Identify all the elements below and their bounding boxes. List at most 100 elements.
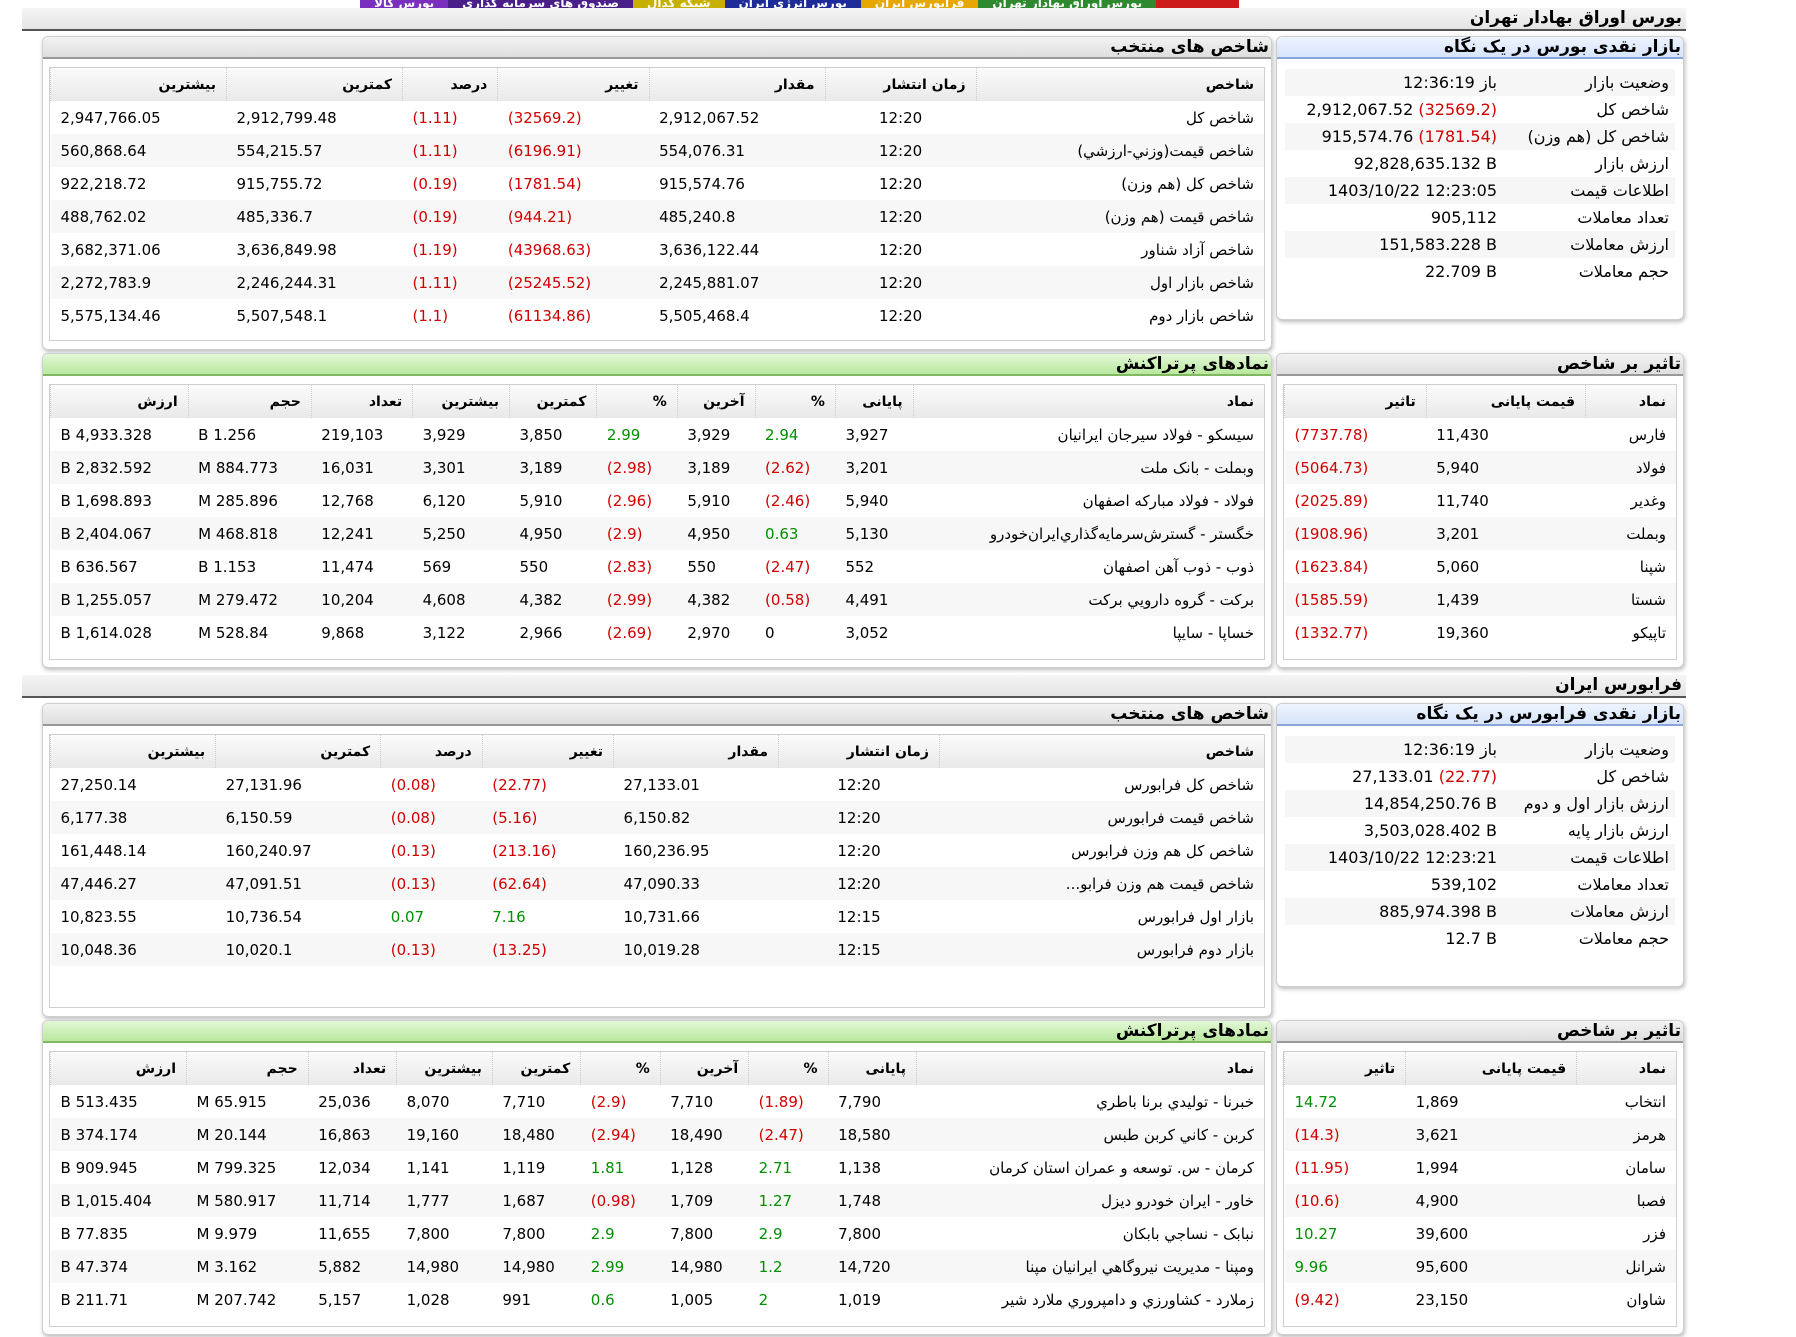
table-cell: 3,682,371.06 xyxy=(60,240,161,259)
table-row[interactable]: شرانل 95,600 9.96 xyxy=(1284,1250,1676,1283)
table-cell: 10.27 xyxy=(1294,1224,1338,1243)
table-cell: (1908.96) xyxy=(1284,517,1427,550)
summary-value: 905,112 xyxy=(1430,208,1497,227)
table-row[interactable]: ومپنا - مديريت نيروگاهي ايرانيان مپنا 14,… xyxy=(50,1250,1264,1283)
table-row[interactable]: سيسکو - فولاد سيرجان ايرانيان 3,927 2.94 3,… xyxy=(51,418,1265,451)
table-cell: 1,748 xyxy=(828,1184,917,1217)
table-cell: (2.99) xyxy=(596,583,678,616)
top-tab[interactable]: بورس اوراق بهادار تهران xyxy=(978,0,1157,10)
table-row[interactable]: شاوان 23,150 (9.42) xyxy=(1285,1283,1677,1316)
table-row[interactable]: تاپيکو 19,360 (1332.77) xyxy=(1285,616,1677,649)
table-cell: (0.13) xyxy=(390,841,436,860)
summary-row: تعداد معاملات 905,112 xyxy=(1285,204,1675,231)
column-header: حجم xyxy=(187,385,312,418)
table-cell: (2.46) xyxy=(765,491,811,510)
table-cell: 915,574.76 xyxy=(659,174,745,193)
column-header: کمترین xyxy=(215,735,381,768)
table-cell: 6,150.59 xyxy=(215,801,381,834)
table-row[interactable]: فولاد - فولاد مبارکه اصفهان 5,940 (2.46) 5,… xyxy=(51,484,1265,517)
table-row[interactable]: شاخص بازار اول 12:20 2,245,881.07 (25245.52… xyxy=(50,266,1264,299)
table-cell: 2.99 xyxy=(580,1250,661,1283)
table-row[interactable]: سامان 1,994 (11.95) xyxy=(1285,1151,1677,1184)
summary-value: 3,503,028.402 B xyxy=(1363,821,1497,840)
summary-label: تعداد معاملات xyxy=(1577,875,1669,894)
table-row[interactable]: وبملت - بانک ملت 3,201 (2.62) 3,189 (2.98) 3,… xyxy=(50,451,1264,484)
top-tab[interactable]: بورس انرژی ایران xyxy=(724,0,861,10)
table-cell: 2.94 xyxy=(765,425,799,444)
table-row[interactable]: زملارد - کشاورزي و دامپروري ملارد شير 1,0… xyxy=(51,1283,1265,1316)
table-cell: 19,160 xyxy=(396,1118,493,1151)
column-header: بیشترین xyxy=(412,385,510,418)
top-tab[interactable]: فرابورس ایران xyxy=(860,0,979,10)
table-row[interactable]: شاخص قيمت(وزني-ارزشي) 12:20 554,076.31 (619… xyxy=(50,134,1264,167)
table-row[interactable]: شاخص کل 12:20 2,912,067.52 (32569.2) (1.11) 2… xyxy=(51,101,1265,134)
index-name: شاخص قيمت هم وزن فرابو... xyxy=(939,867,1264,900)
summary-label: شاخص کل (هم وزن) xyxy=(1503,123,1675,150)
symbol-name: ذوب - ذوب آهن اصفهان xyxy=(1102,557,1254,576)
table-row[interactable]: بازار دوم فرابورس 12:15 10,019.28 (13.25) (0… xyxy=(50,933,1264,966)
table-cell: 12:20 xyxy=(825,134,977,167)
table-row[interactable]: کرمان - س. توسعه و عمران استان کرمان 1,13… xyxy=(51,1151,1265,1184)
indices-table: شاخص زمان انتشار مقدار تغییر درصد کمترین بیشتر… xyxy=(49,67,1265,341)
table-row[interactable]: وبملت 3,201 (1908.96) xyxy=(1284,517,1676,550)
table-row[interactable]: انتخاب 1,869 14.72 xyxy=(1285,1085,1677,1118)
summary-value-cell: 27,133.01 (22.77) xyxy=(1285,763,1503,790)
table-row[interactable]: شاخص آزاد شناور 12:20 3,636,122.44 (43968.6… xyxy=(51,233,1265,266)
table-row[interactable]: بازار اول فرابورس 12:15 10,731.66 7.16 0.07 1… xyxy=(51,900,1265,933)
table-row[interactable]: شاخص قيمت هم وزن فرابو... 12:20 47,090.33(… xyxy=(50,867,1264,900)
table-row[interactable]: ذوب - ذوب آهن اصفهان 552 (2.47) 550 (2.83) 55… xyxy=(51,550,1265,583)
table-row[interactable]: شاخص کل هم وزن فرابورس 12:20 160,236.95 (21… xyxy=(51,834,1265,867)
table-row[interactable]: خبرنا - توليدي برنا باطري 7,790 (1.89) 7,71… xyxy=(51,1085,1265,1118)
summary-label: وضعیت بازار xyxy=(1503,736,1675,763)
table-cell: 12:20 xyxy=(837,775,881,794)
table-row[interactable]: شاخص قيمت فرابورس 12:20 6,150.82 (5.16) (0.0… xyxy=(50,801,1264,834)
table-cell: 374.174 B xyxy=(50,1118,187,1151)
table-cell: 4,382 xyxy=(677,583,756,616)
table-row[interactable]: خگستر - گسترش‌سرمايه‌گذاري‌ايران‌خودرو 5,… xyxy=(50,517,1264,550)
table-cell: 3,201 xyxy=(1426,517,1586,550)
table-cell: 7,800 xyxy=(838,1224,882,1243)
table-row[interactable]: نبابک - نساجي بابکان 7,800 2.9 7,800 2.9 7,80… xyxy=(51,1217,1265,1250)
table-row[interactable]: شپنا 5,060 (1623.84) xyxy=(1285,550,1677,583)
table-row[interactable]: شاخص کل (هم وزن) 12:20 915,574.76 (1781.54)… xyxy=(51,167,1265,200)
top-tab[interactable]: شبکه کدال xyxy=(632,0,725,10)
table-row[interactable]: فصبا 4,900 (10.6) xyxy=(1284,1184,1676,1217)
table-cell: 2,912,067.52 xyxy=(659,108,760,127)
table-cell: 485,336.7 xyxy=(226,200,403,233)
table-row[interactable]: فولاد 5,940 (5064.73) xyxy=(1284,451,1676,484)
summary-row: شاخص کل 2,912,067.52 (32569.2) xyxy=(1285,96,1675,123)
top-tab[interactable] xyxy=(1156,0,1240,10)
table-cell: 528.84 M xyxy=(198,623,269,642)
top-tab[interactable]: بورس کالا xyxy=(360,0,449,10)
table-cell: (22.77) xyxy=(492,775,547,794)
table-cell: 14,980 xyxy=(396,1250,493,1283)
table-cell: 1,255.057 B xyxy=(50,583,189,616)
table-row[interactable]: برکت - گروه دارويي برکت 4,491 (0.58) 4,382(… xyxy=(50,583,1264,616)
table-row[interactable]: کربن - کاني کربن طبس 18,580 (2.47) 18,490 (2… xyxy=(50,1118,1264,1151)
table-cell: 10,731.66 xyxy=(623,907,700,926)
index-name: بازار اول فرابورس xyxy=(1137,907,1254,926)
table-cell: (1585.59) xyxy=(1284,583,1427,616)
table-cell: 550 xyxy=(687,557,716,576)
table-row[interactable]: شستا 1,439 (1585.59) xyxy=(1284,583,1676,616)
table-row[interactable]: شاخص بازار دوم 12:20 5,505,468.4 (61134.86)… xyxy=(51,299,1265,332)
table-cell: (2.47) xyxy=(748,1118,829,1151)
table-row[interactable]: فزر 39,600 10.27 xyxy=(1285,1217,1677,1250)
table-row[interactable]: شاخص قیمت (هم وزن) 12:20 485,240.8 (944.21)… xyxy=(50,200,1264,233)
table-cell: 27,133.01 xyxy=(623,775,700,794)
table-row[interactable]: وغدير 11,740 (2025.89) xyxy=(1285,484,1677,517)
table-cell: 77.835 B xyxy=(60,1224,129,1243)
symbols-table: نماد پایانی% آخرین% کمترین بیشترین تعداد حجم ار… xyxy=(49,1051,1265,1327)
table-cell: (2025.89) xyxy=(1294,491,1369,510)
table-row[interactable]: هرمز 3,621 (14.3) xyxy=(1284,1118,1676,1151)
column-header: کمترین xyxy=(226,68,403,101)
column-header: تاثیر xyxy=(1284,385,1427,418)
table-cell: 3,201 xyxy=(835,451,914,484)
table-row[interactable]: فارس 11,430 (7737.78) xyxy=(1285,418,1677,451)
table-row[interactable]: خساپا - سايپا 3,052 0 2,970 (2.69) 2,966 3,122… xyxy=(51,616,1265,649)
top-tab[interactable]: صندوق های سرمایه گذاری xyxy=(448,0,633,10)
table-row[interactable]: خاور - ايران خودرو ديزل 1,748 1.27 1,709 (0.… xyxy=(50,1184,1264,1217)
table-cell: 1,019 xyxy=(838,1290,882,1309)
table-row[interactable]: شاخص کل فرابورس 12:20 27,133.01 (22.77) (0.0… xyxy=(51,768,1265,801)
table-cell: (213.16) xyxy=(492,841,557,860)
